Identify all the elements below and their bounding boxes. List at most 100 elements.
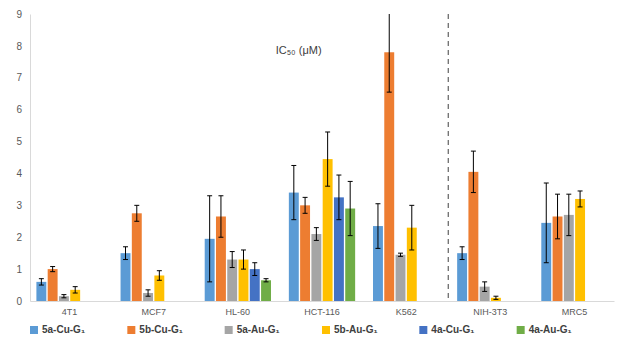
y-tick: 9 (16, 9, 30, 20)
bars (36, 14, 585, 301)
bar (396, 255, 406, 301)
error-cap (325, 186, 330, 187)
x-tick-label: K562 (396, 307, 417, 317)
error-stem (338, 175, 339, 220)
error-bar (218, 196, 223, 237)
chart-container: 01234567894T1MCF7HL-60HCT-116K562NIH-3T3… (0, 0, 624, 345)
error-bar (50, 267, 55, 272)
error-cap (493, 296, 498, 297)
error-bar (325, 132, 330, 186)
legend-label: 5b-Au-G₁ (334, 324, 378, 335)
error-stem (125, 247, 126, 260)
error-stem (209, 196, 210, 282)
y-tick-label: 8 (16, 41, 22, 52)
error-bar (471, 151, 476, 192)
series (70, 132, 585, 301)
error-cap (73, 293, 78, 294)
error-stem (254, 263, 255, 276)
error-stem (546, 183, 547, 263)
error-bar (134, 205, 139, 221)
error-bar (348, 181, 353, 235)
error-cap (409, 205, 414, 206)
separator (448, 14, 449, 301)
error-stem (148, 290, 149, 296)
error-stem (580, 191, 581, 207)
error-cap (375, 203, 380, 204)
error-stem (159, 271, 160, 281)
y-tick: 4 (16, 168, 30, 179)
error-cap (482, 281, 487, 282)
y-tick: 0 (16, 296, 30, 307)
error-cap (387, 92, 392, 93)
error-cap (336, 219, 341, 220)
y-tick: 2 (16, 232, 30, 243)
legend-swatch (225, 326, 233, 334)
error-cap (348, 181, 353, 182)
error-cap (146, 289, 151, 290)
error-cap (325, 131, 330, 132)
error-cap (39, 285, 44, 286)
y-tick-label: 6 (16, 104, 22, 115)
error-bar (61, 295, 66, 298)
error-cap (264, 281, 269, 282)
error-stem (377, 204, 378, 249)
error-cap (50, 266, 55, 267)
x-tick-label: MRC5 (562, 307, 588, 317)
error-cap (460, 259, 465, 260)
error-stem (568, 194, 569, 235)
series (59, 194, 574, 301)
error-stem (389, 14, 390, 92)
error-cap (471, 192, 476, 193)
x-tick: HCT-116 (304, 301, 339, 317)
y-tick-label: 2 (16, 232, 22, 243)
error-cap (336, 175, 341, 176)
y-tick-label: 3 (16, 200, 22, 211)
error-cap (348, 235, 353, 236)
x-tick: MCF7 (141, 301, 166, 317)
legend-item: 5b-Cu-G₁ (127, 324, 183, 335)
error-stem (243, 250, 244, 269)
x-tick-label: 4T1 (62, 307, 78, 317)
error-cap (218, 237, 223, 238)
error-stem (327, 132, 328, 186)
error-cap (291, 165, 296, 166)
error-bar (123, 247, 128, 260)
x-tick-label: NIH-3T3 (473, 307, 507, 317)
error-bar (314, 228, 319, 241)
y-tick-label: 9 (16, 9, 22, 20)
error-stem (411, 205, 412, 250)
y-tick: 7 (16, 72, 30, 83)
legend: 5a-Cu-G₁5b-Cu-G₁5a-Au-G₁5b-Au-G₁4a-Cu-G₁… (30, 324, 572, 335)
legend-swatch (419, 326, 427, 334)
error-bar (291, 165, 296, 219)
error-stem (52, 267, 53, 272)
error-bar (207, 196, 212, 282)
y-tick-label: 0 (16, 296, 22, 307)
y-axis: 0123456789 (16, 9, 30, 307)
error-cap (134, 205, 139, 206)
x-tick: HL-60 (226, 301, 251, 317)
series (250, 175, 344, 301)
error-cap (123, 246, 128, 247)
error-bar (482, 282, 487, 292)
error-cap (544, 183, 549, 184)
y-tick-label: 1 (16, 264, 22, 275)
error-bar (409, 205, 414, 250)
error-stem (473, 151, 474, 192)
x-tick: K562 (396, 301, 417, 317)
error-cap (493, 299, 498, 300)
error-cap (471, 151, 476, 152)
error-bar (460, 247, 465, 260)
legend-label: 5b-Cu-G₁ (139, 324, 183, 335)
bar (132, 213, 142, 301)
error-cap (230, 267, 235, 268)
x-tick-label: HCT-116 (304, 307, 339, 317)
error-cap (146, 296, 151, 297)
bar (36, 282, 46, 301)
error-cap (218, 195, 223, 196)
error-cap (460, 246, 465, 247)
series (48, 14, 563, 301)
error-stem (232, 252, 233, 268)
error-stem (462, 247, 463, 260)
legend-label: 4a-Cu-G₁ (431, 324, 474, 335)
